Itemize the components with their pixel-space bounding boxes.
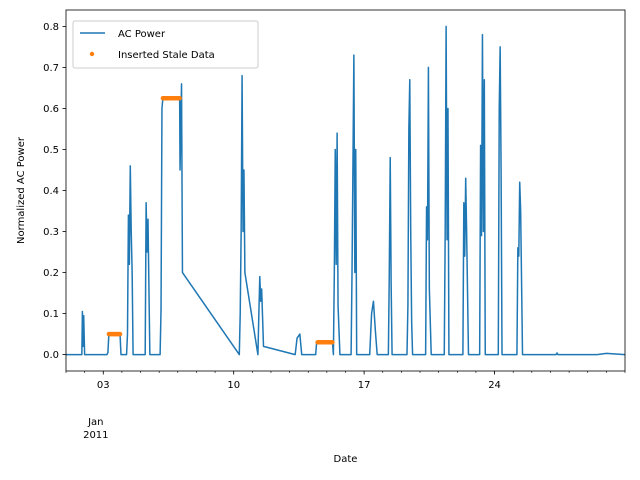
legend-label-ac-power: AC Power — [118, 29, 166, 40]
x-tick-label: 10 — [227, 380, 240, 391]
axes-layer: 0.0 0.1 0.2 0.3 0.4 0.5 0.6 0.7 0.8 03 10 17 24 Jan 20… — [43, 9, 626, 441]
series-points-stale-data — [106, 96, 335, 345]
y-tick-label: 0.7 — [43, 63, 59, 74]
stale-data-point — [117, 331, 123, 337]
legend-swatch-stale-data — [89, 51, 95, 57]
y-tick-label: 0.6 — [43, 104, 59, 115]
x-tick-label: 03 — [97, 380, 110, 391]
legend: AC Power Inserted Stale Data — [72, 20, 259, 69]
stale-data-point — [177, 96, 182, 101]
legend-box — [72, 20, 259, 69]
y-tick-label: 0.2 — [43, 268, 59, 279]
x-month-label: 2011 — [83, 430, 108, 441]
legend-label-stale-data: Inserted Stale Data — [118, 50, 215, 61]
x-axis-title: Date — [334, 454, 358, 465]
y-axis-title: Normalized AC Power — [16, 136, 27, 244]
plot-area — [66, 10, 625, 371]
series-layer — [66, 25, 626, 356]
y-tick-label: 0.0 — [43, 350, 59, 361]
y-tick-label: 0.5 — [43, 145, 59, 156]
y-tick-label: 0.3 — [43, 227, 59, 238]
x-tick-label: 24 — [488, 380, 501, 391]
series-line-ac-power — [66, 25, 626, 356]
y-tick-label: 0.4 — [43, 186, 59, 197]
y-tick-label: 0.1 — [43, 309, 59, 320]
plot-background — [66, 10, 625, 371]
y-tick-label: 0.8 — [43, 22, 59, 33]
stale-data-point — [330, 340, 335, 345]
x-tick-label: 17 — [358, 380, 371, 391]
x-month-label: Jan — [87, 417, 103, 428]
